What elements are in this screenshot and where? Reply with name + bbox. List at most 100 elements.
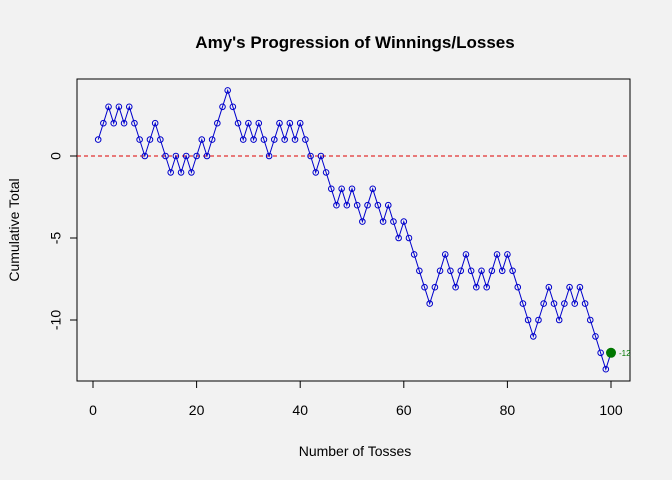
data-point (473, 283, 480, 291)
data-point (296, 119, 304, 127)
data-point (255, 119, 263, 127)
x-tick-label: 60 (396, 402, 412, 418)
data-point (286, 119, 294, 127)
data-point (405, 234, 413, 242)
x-tick-label: 20 (189, 402, 205, 418)
data-point (281, 136, 288, 143)
data-point (530, 333, 537, 340)
data-point (550, 300, 558, 307)
data-point (214, 119, 221, 127)
data-point (239, 136, 247, 143)
data-point (208, 136, 216, 143)
data-point (271, 136, 278, 143)
data-point (157, 136, 164, 143)
data-point (379, 218, 387, 225)
data-point (498, 267, 506, 275)
data-point (555, 316, 563, 324)
data-point (592, 333, 599, 340)
data-point (390, 218, 397, 225)
data-point (369, 185, 377, 193)
data-point (483, 283, 490, 291)
data-point (566, 283, 573, 291)
data-point (493, 251, 501, 258)
data-point (307, 152, 314, 160)
x-tick-label: 40 (292, 402, 308, 418)
data-point (364, 201, 371, 209)
data-point (198, 136, 206, 143)
data-point (519, 300, 527, 307)
data-point (120, 119, 128, 127)
data-point (327, 185, 335, 193)
data-point (509, 267, 516, 275)
data-point (276, 119, 283, 127)
data-point (576, 283, 584, 291)
data-point (447, 267, 454, 275)
data-point (441, 251, 449, 258)
data-point (172, 152, 180, 160)
plot-frame (76, 78, 631, 382)
data-point (514, 283, 522, 291)
series-line (97, 88, 612, 371)
data-point (561, 300, 568, 307)
data-point (400, 218, 408, 225)
data-point (182, 152, 190, 160)
x-axis-label: Number of Tosses (299, 443, 412, 459)
data-point (265, 152, 273, 160)
data-point (348, 185, 356, 193)
data-point (338, 185, 345, 193)
data-point (545, 283, 553, 291)
y-tick-label: -5 (48, 232, 64, 245)
data-point (535, 316, 542, 324)
final-point-label: -12 (619, 349, 631, 358)
data-point (426, 300, 434, 307)
data-point (219, 103, 226, 111)
data-point (488, 267, 496, 275)
y-axis: -10 -5 0 (48, 152, 78, 330)
data-point (597, 349, 604, 357)
data-point (94, 136, 102, 143)
data-point (151, 119, 159, 127)
data-point (540, 300, 547, 307)
data-point (188, 169, 195, 176)
data-point (312, 169, 320, 176)
chart-title: Amy's Progression of Winnings/Losses (195, 33, 514, 52)
y-tick-label: 0 (48, 152, 64, 160)
data-point (260, 136, 268, 143)
data-point (105, 103, 112, 111)
data-point (457, 267, 465, 275)
data-point (136, 136, 143, 143)
data-markers (94, 87, 615, 373)
data-point (353, 201, 361, 209)
y-tick-label: -10 (48, 310, 64, 330)
data-point (177, 169, 185, 176)
data-point (524, 316, 532, 324)
data-point (203, 152, 211, 160)
data-point (602, 365, 610, 373)
data-point (245, 119, 252, 127)
data-point (333, 201, 340, 209)
data-point (234, 119, 242, 127)
data-point (395, 234, 402, 242)
data-point (467, 267, 475, 275)
data-point (302, 136, 309, 143)
data-point (250, 136, 257, 143)
data-point (193, 152, 200, 160)
data-point (115, 103, 123, 111)
data-point (146, 136, 154, 143)
final-point-marker (606, 347, 616, 358)
x-tick-label: 80 (500, 402, 516, 418)
data-point (343, 201, 351, 209)
x-tick-label: 100 (599, 402, 623, 418)
data-point (581, 300, 589, 307)
data-point (131, 119, 138, 127)
data-point (504, 251, 511, 258)
data-point (431, 283, 439, 291)
data-point (359, 218, 366, 225)
x-tick-label: 0 (89, 402, 97, 418)
data-point (162, 152, 169, 160)
data-point (410, 251, 418, 258)
y-axis-label: Cumulative Total (6, 178, 22, 281)
data-point (374, 201, 382, 209)
